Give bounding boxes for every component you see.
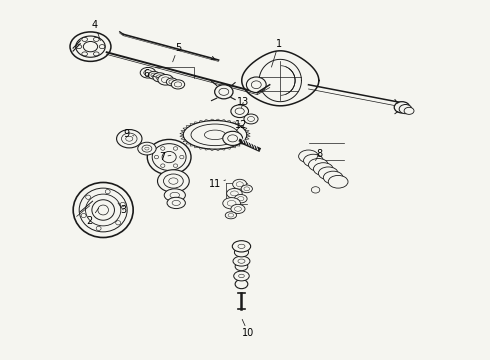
Ellipse shape: [227, 189, 242, 198]
Ellipse shape: [167, 197, 185, 208]
Ellipse shape: [318, 167, 338, 180]
Ellipse shape: [234, 194, 247, 203]
Ellipse shape: [158, 75, 173, 85]
Ellipse shape: [231, 204, 245, 213]
Ellipse shape: [232, 241, 251, 252]
Ellipse shape: [233, 179, 247, 189]
Ellipse shape: [394, 102, 410, 113]
Ellipse shape: [122, 133, 137, 144]
Ellipse shape: [164, 189, 185, 202]
Ellipse shape: [246, 77, 266, 93]
Ellipse shape: [172, 80, 185, 89]
Text: 8: 8: [316, 149, 322, 161]
Text: 6: 6: [143, 69, 159, 79]
Ellipse shape: [164, 174, 183, 188]
Ellipse shape: [166, 78, 177, 86]
Ellipse shape: [140, 67, 156, 78]
Ellipse shape: [314, 163, 333, 175]
Ellipse shape: [235, 279, 248, 289]
Text: 13: 13: [237, 98, 249, 108]
Text: 11: 11: [209, 179, 225, 189]
Ellipse shape: [304, 154, 323, 167]
Ellipse shape: [235, 262, 248, 271]
Ellipse shape: [234, 271, 249, 281]
Ellipse shape: [142, 145, 152, 152]
Ellipse shape: [404, 107, 414, 114]
Ellipse shape: [234, 248, 248, 257]
Text: 5: 5: [172, 43, 181, 62]
Ellipse shape: [244, 114, 258, 124]
Ellipse shape: [298, 150, 318, 163]
Ellipse shape: [328, 175, 348, 188]
Ellipse shape: [73, 183, 133, 238]
Ellipse shape: [70, 32, 111, 61]
Text: 2: 2: [87, 208, 98, 226]
Ellipse shape: [241, 185, 252, 193]
Text: 7: 7: [159, 152, 171, 162]
Text: 1: 1: [271, 39, 282, 67]
Ellipse shape: [157, 170, 189, 192]
Ellipse shape: [231, 105, 248, 118]
Ellipse shape: [233, 256, 250, 266]
Ellipse shape: [223, 198, 241, 209]
Ellipse shape: [148, 71, 160, 79]
Ellipse shape: [191, 124, 239, 146]
Ellipse shape: [117, 130, 142, 148]
Ellipse shape: [83, 41, 98, 52]
Text: 3: 3: [118, 203, 126, 215]
Ellipse shape: [399, 104, 412, 114]
Ellipse shape: [323, 171, 343, 184]
Ellipse shape: [223, 131, 243, 145]
Ellipse shape: [225, 212, 237, 219]
Ellipse shape: [86, 194, 121, 226]
Text: 10: 10: [242, 319, 255, 338]
Ellipse shape: [309, 158, 328, 171]
Ellipse shape: [76, 36, 105, 57]
Ellipse shape: [138, 142, 156, 155]
Ellipse shape: [147, 139, 191, 175]
Ellipse shape: [92, 200, 115, 220]
Text: 9: 9: [124, 129, 134, 139]
Text: 4: 4: [92, 20, 100, 41]
Ellipse shape: [215, 85, 233, 99]
Text: 12: 12: [235, 120, 247, 131]
Ellipse shape: [153, 73, 166, 82]
